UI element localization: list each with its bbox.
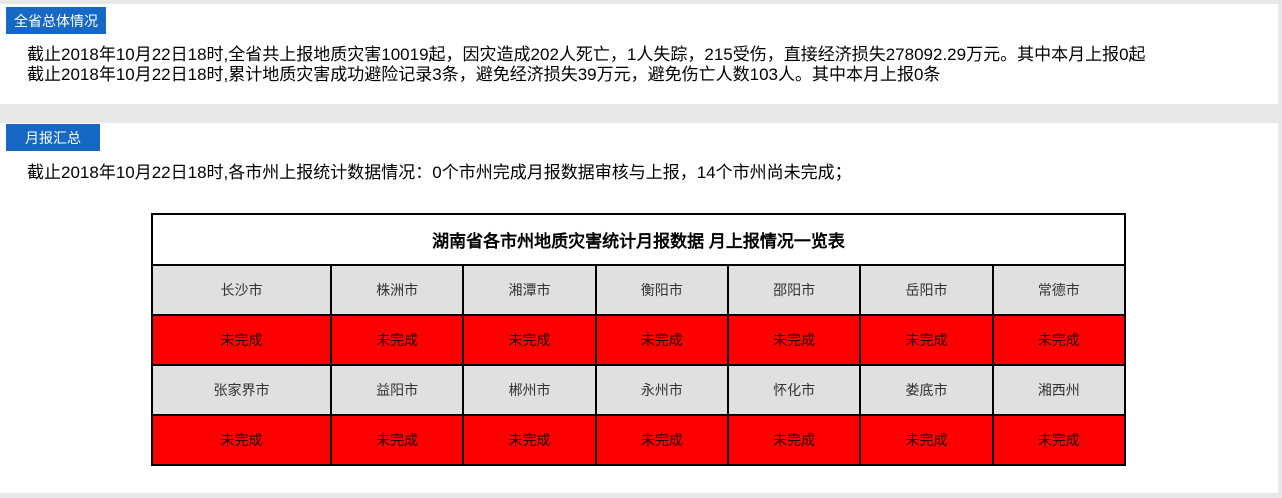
city-name-row: 长沙市 株洲市 湘潭市 衡阳市 邵阳市 岳阳市 常德市 <box>151 264 1127 316</box>
province-overall-summary: 截止2018年10月22日18时,全省共上报地质灾害10019起，因灾造成202… <box>27 45 1262 85</box>
city-name-cell: 怀化市 <box>726 364 862 416</box>
city-name-cell: 湘西州 <box>991 364 1127 416</box>
top-divider <box>0 0 1282 4</box>
city-name-cell: 张家界市 <box>151 364 332 416</box>
city-name-cell: 衡阳市 <box>594 264 729 316</box>
report-status-cell: 未完成 <box>594 414 729 466</box>
report-status-cell: 未完成 <box>594 314 729 366</box>
section-badge-province-overall: 全省总体情况 <box>6 7 106 34</box>
city-name-cell: 湘潭市 <box>462 264 597 316</box>
report-status-cell: 未完成 <box>462 314 597 366</box>
monthly-report-summary: 截止2018年10月22日18时,各市州上报统计数据情况：0个市州完成月报数据审… <box>27 163 852 182</box>
table-title-row: 湖南省各市州地质灾害统计月报数据 月上报情况一览表 <box>151 213 1126 266</box>
report-status-cell: 未完成 <box>151 314 332 366</box>
report-status-cell: 未完成 <box>859 314 994 366</box>
city-name-cell: 岳阳市 <box>859 264 994 316</box>
report-status-cell: 未完成 <box>329 414 465 466</box>
bottom-divider <box>0 493 1282 498</box>
report-status-cell: 未完成 <box>151 414 332 466</box>
report-status-cell: 未完成 <box>991 314 1127 366</box>
city-name-cell: 益阳市 <box>329 364 465 416</box>
overall-summary-line-2: 截止2018年10月22日18时,累计地质灾害成功避险记录3条，避免经济损失39… <box>27 65 941 84</box>
city-name-cell: 长沙市 <box>151 264 332 316</box>
city-name-cell: 邵阳市 <box>726 264 862 316</box>
right-edge-strip <box>1278 0 1282 498</box>
report-status-row: 未完成 未完成 未完成 未完成 未完成 未完成 未完成 <box>151 314 1127 366</box>
report-status-cell: 未完成 <box>859 414 994 466</box>
city-name-cell: 株洲市 <box>329 264 465 316</box>
city-name-cell: 永州市 <box>594 364 729 416</box>
monthly-report-status-table: 湖南省各市州地质灾害统计月报数据 月上报情况一览表 长沙市 株洲市 湘潭市 衡阳市 邵阳… <box>151 213 1127 466</box>
city-name-cell: 郴州市 <box>462 364 597 416</box>
report-status-cell: 未完成 <box>726 314 862 366</box>
section-badge-monthly-report: 月报汇总 <box>6 124 100 151</box>
table-title: 湖南省各市州地质灾害统计月报数据 月上报情况一览表 <box>151 213 1126 266</box>
report-status-row: 未完成 未完成 未完成 未完成 未完成 未完成 未完成 <box>151 414 1127 466</box>
overall-summary-line-1: 截止2018年10月22日18时,全省共上报地质灾害10019起，因灾造成202… <box>27 45 1146 64</box>
city-name-row: 张家界市 益阳市 郴州市 永州市 怀化市 娄底市 湘西州 <box>151 364 1127 416</box>
report-status-cell: 未完成 <box>462 414 597 466</box>
report-status-cell: 未完成 <box>991 414 1127 466</box>
city-name-cell: 常德市 <box>991 264 1127 316</box>
section-divider <box>0 104 1282 123</box>
city-name-cell: 娄底市 <box>859 364 994 416</box>
report-status-cell: 未完成 <box>726 414 862 466</box>
report-status-cell: 未完成 <box>329 314 465 366</box>
